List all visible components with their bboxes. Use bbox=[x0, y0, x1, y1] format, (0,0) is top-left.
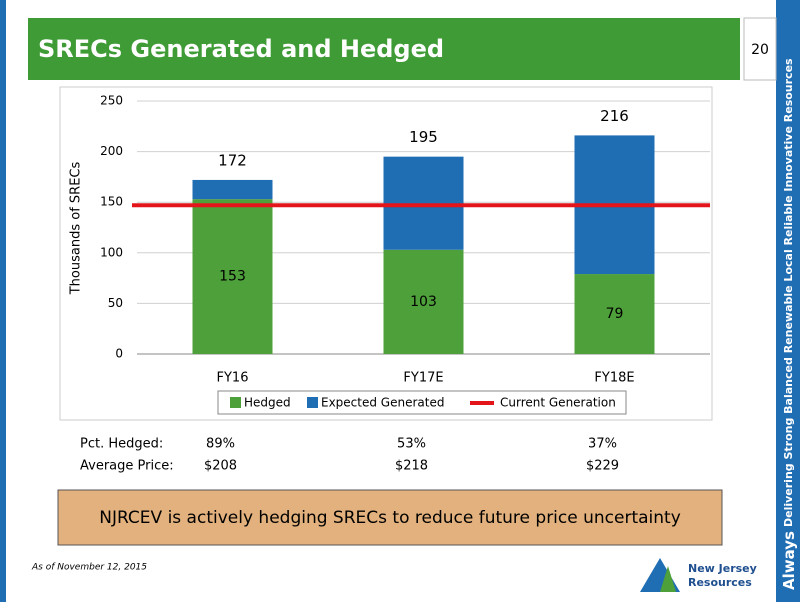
legend-label: Current Generation bbox=[500, 396, 616, 410]
slide-title: SRECs Generated and Hedged bbox=[38, 35, 444, 63]
callout-box bbox=[57, 489, 723, 546]
y-tick-label: 150 bbox=[100, 195, 123, 209]
legend-label: Hedged bbox=[244, 396, 291, 410]
row-cell: 53% bbox=[397, 437, 426, 452]
total-label: 195 bbox=[409, 128, 438, 146]
page-number: 20 bbox=[751, 42, 769, 58]
callout: NJRCEV is actively hedging SRECs to redu… bbox=[99, 508, 681, 528]
side-text: Always Delivering Strong Balanced Renewab… bbox=[780, 58, 798, 590]
x-tick-label: FY17E bbox=[403, 371, 443, 386]
row-cell: 89% bbox=[206, 437, 235, 452]
value-label: 79 bbox=[606, 306, 624, 322]
bar-segment bbox=[383, 249, 464, 354]
value-label: 103 bbox=[410, 294, 437, 310]
row-cell: 37% bbox=[588, 437, 617, 452]
side-band bbox=[776, 0, 800, 602]
side-rest: Delivering Strong Balanced Renewable Loc… bbox=[782, 58, 795, 527]
side-lead: Always bbox=[780, 531, 798, 590]
logo-line2: Resources bbox=[688, 576, 752, 589]
logo: New Jersey Resources bbox=[640, 558, 757, 592]
left-stripe bbox=[0, 0, 6, 602]
bar-segment bbox=[192, 199, 273, 354]
total-label: 216 bbox=[600, 107, 629, 125]
y-tick-label: 100 bbox=[100, 245, 123, 259]
value-label: 153 bbox=[219, 269, 246, 285]
legend-swatch bbox=[230, 397, 241, 408]
y-tick-label: 0 bbox=[115, 347, 123, 361]
logo-line1: New Jersey bbox=[688, 562, 757, 575]
title-bar bbox=[28, 18, 740, 80]
legend: Hedged Expected Generated Current Generati… bbox=[230, 396, 616, 410]
row-label: Average Price: bbox=[80, 459, 174, 474]
row-cell: $229 bbox=[586, 459, 619, 474]
page-box bbox=[743, 17, 777, 81]
footnote: As of November 12, 2015 bbox=[31, 563, 147, 573]
x-tick-label: FY16 bbox=[217, 371, 249, 386]
bar-segment bbox=[192, 179, 273, 200]
row-cell: $218 bbox=[395, 459, 428, 474]
y-axis-label: Thousands of SRECs bbox=[69, 162, 84, 296]
legend-swatch bbox=[307, 397, 318, 408]
bar-segment bbox=[383, 156, 464, 250]
chart: 0 50 100 150 200 250 FY16 153 172 FY17E 103 195 FY18… bbox=[100, 94, 710, 386]
legend-label: Expected Generated bbox=[321, 396, 444, 410]
stats-rows: Pct. Hedged: 89% 53% 37% Average Price: $208 $… bbox=[80, 437, 619, 474]
row-cell: $208 bbox=[204, 459, 237, 474]
y-tick-label: 250 bbox=[100, 94, 123, 108]
x-tick-label: FY18E bbox=[594, 371, 634, 386]
y-tick-label: 50 bbox=[108, 296, 123, 310]
legend-box bbox=[217, 390, 627, 415]
logo-leaf bbox=[660, 566, 676, 592]
row-label: Pct. Hedged: bbox=[80, 437, 163, 452]
y-tick-label: 200 bbox=[100, 144, 123, 158]
total-label: 172 bbox=[218, 151, 247, 169]
bar-segment bbox=[574, 274, 655, 354]
